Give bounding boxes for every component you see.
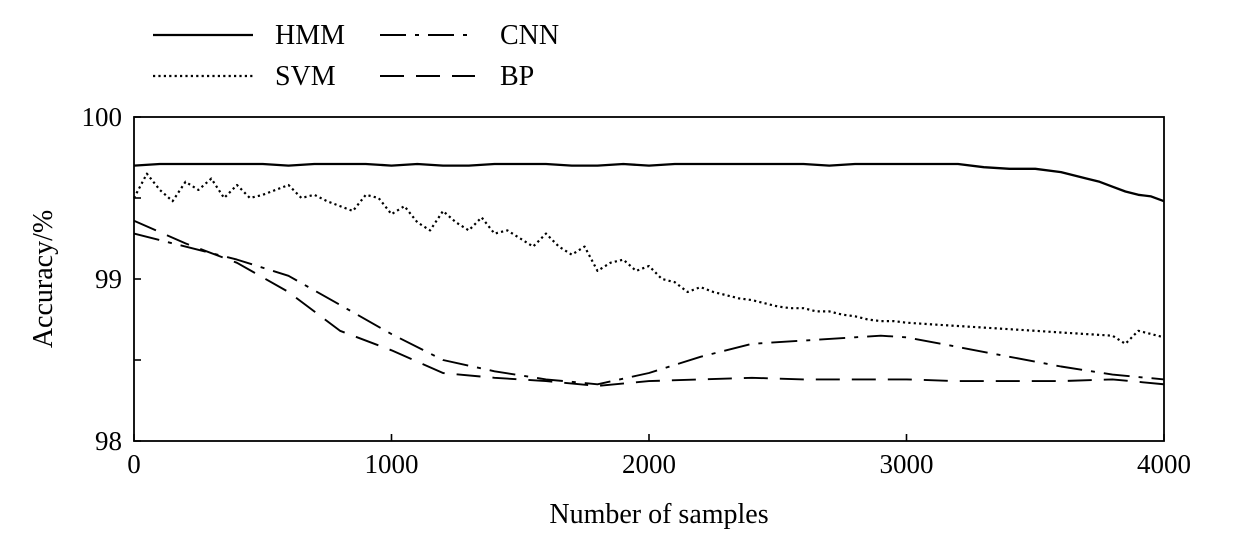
series-line-svm [133,172,1165,345]
y-axis-title: Accuracy/% [28,210,59,348]
series-line-cnn [133,232,1165,386]
legend-label-cnn: CNN [500,20,559,51]
legend: HMM CNN SVM BP [153,20,559,92]
series-line-bp [133,219,1165,387]
x-tick-label: 0 [127,449,141,479]
x-tick-label: 3000 [880,449,934,479]
tick-layer: 0 1000 2000 3000 4000 98 99 100 [82,102,1192,479]
legend-label-bp: BP [500,61,534,92]
y-tick-label: 98 [95,426,122,456]
series-layer [133,162,1165,387]
x-tick-label: 2000 [622,449,676,479]
y-tick-label: 100 [82,102,123,132]
y-tick-label: 99 [95,264,122,294]
legend-label-svm: SVM [275,61,336,92]
x-tick-label: 4000 [1137,449,1191,479]
x-axis-title: Number of samples [549,499,768,530]
series-line-hmm [133,162,1165,203]
legend-label-hmm: HMM [275,20,345,51]
x-tick-label: 1000 [365,449,419,479]
